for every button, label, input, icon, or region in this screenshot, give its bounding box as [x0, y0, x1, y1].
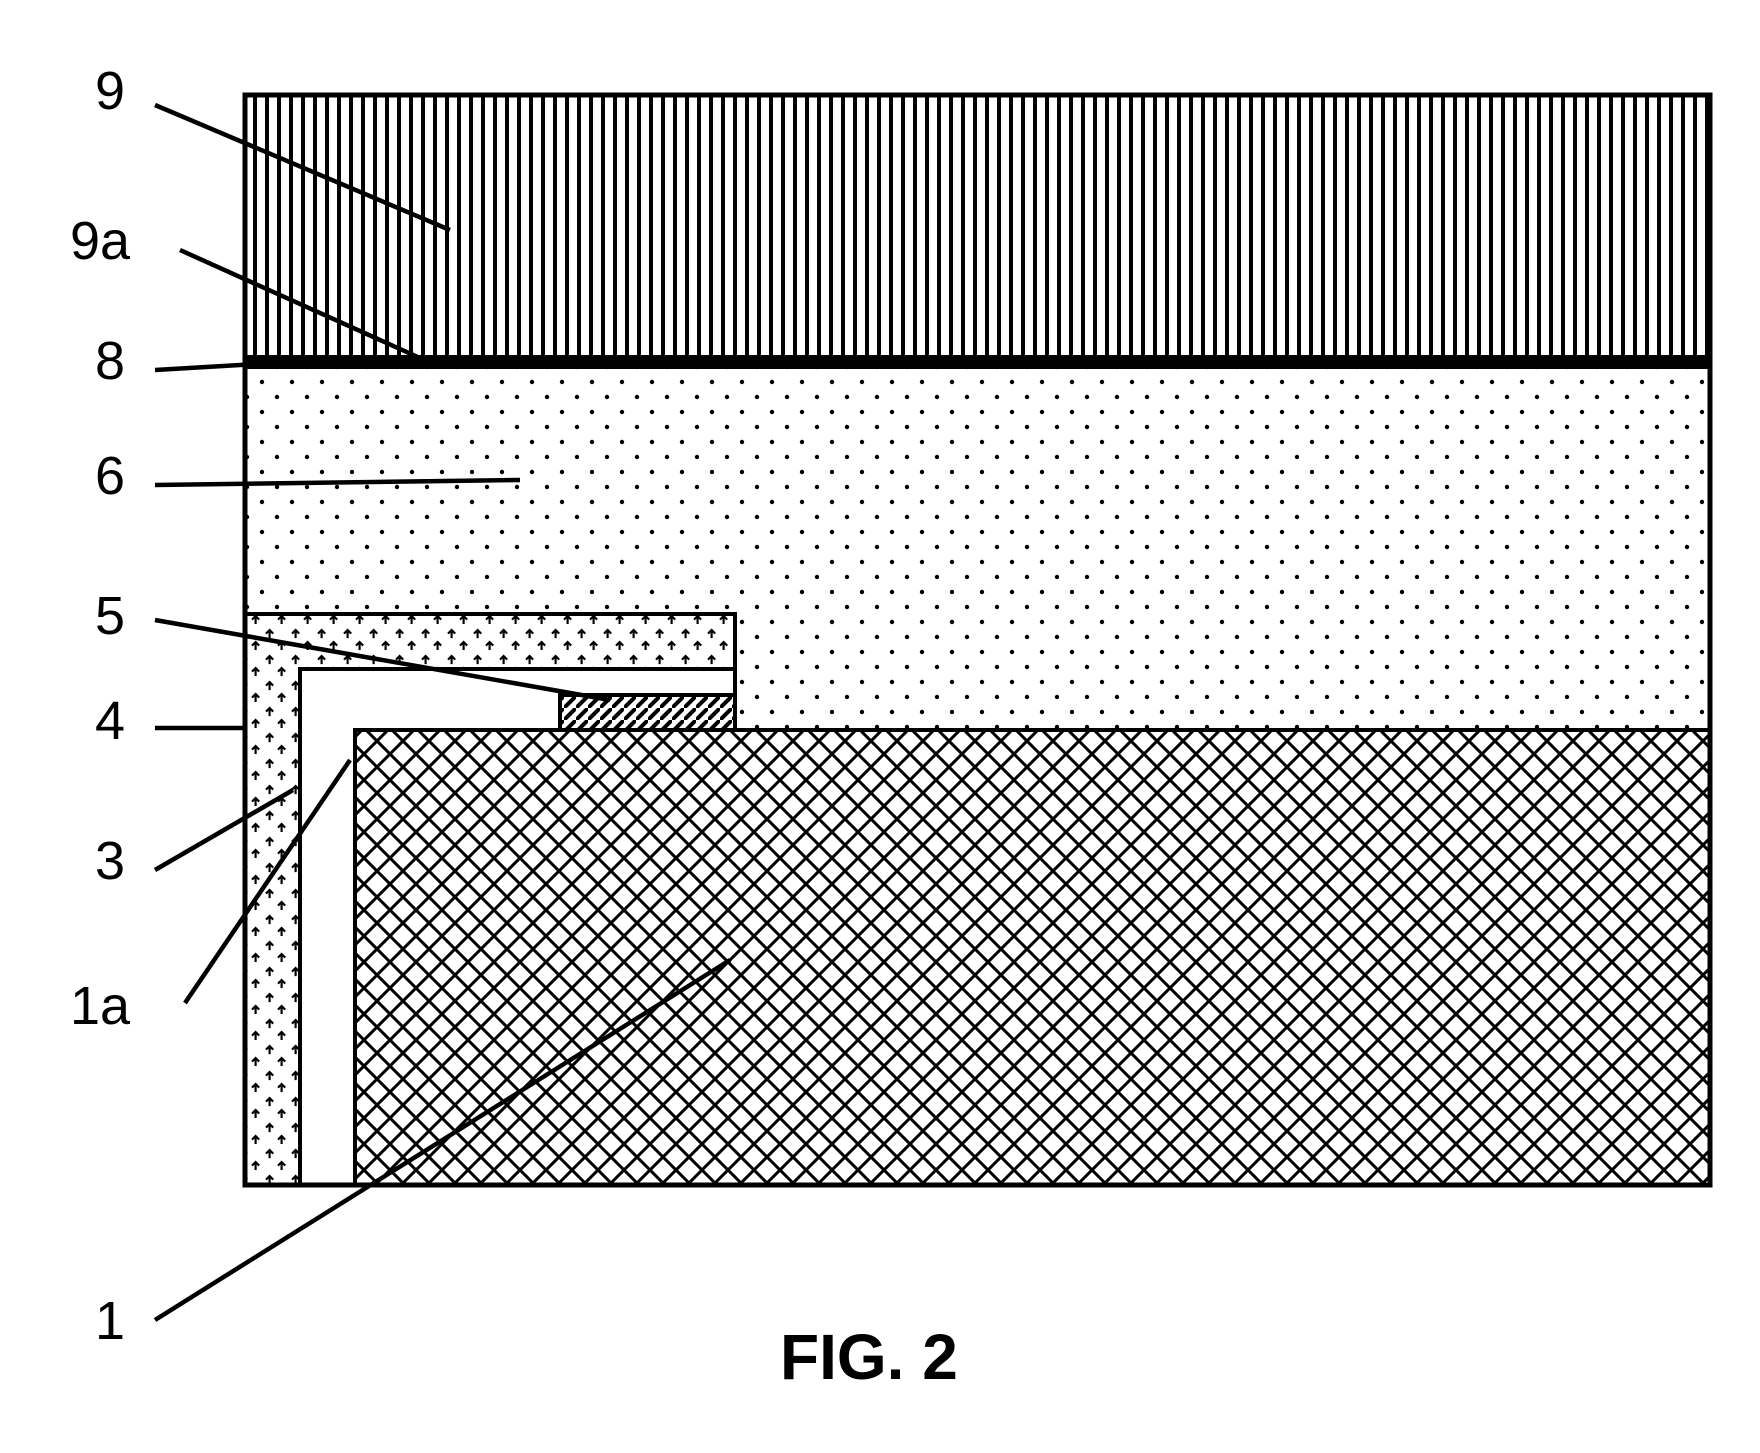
region-8	[245, 355, 1710, 369]
label-l9a: 9a	[70, 210, 130, 272]
label-l5: 5	[95, 585, 125, 647]
label-l4: 4	[95, 690, 125, 752]
label-l1a: 1a	[70, 975, 130, 1037]
figure-canvas: 9 9a 8 6 5 4 3 1a 1 FIG. 2	[0, 0, 1760, 1453]
label-l1: 1	[95, 1290, 125, 1352]
region-5	[560, 695, 735, 730]
label-l9: 9	[95, 60, 125, 122]
label-l6: 6	[95, 445, 125, 507]
region-1	[355, 730, 1710, 1185]
diagram-svg	[0, 0, 1760, 1453]
figure-caption: FIG. 2	[780, 1320, 958, 1394]
label-l8: 8	[95, 330, 125, 392]
region-9	[245, 95, 1710, 355]
label-l3: 3	[95, 830, 125, 892]
